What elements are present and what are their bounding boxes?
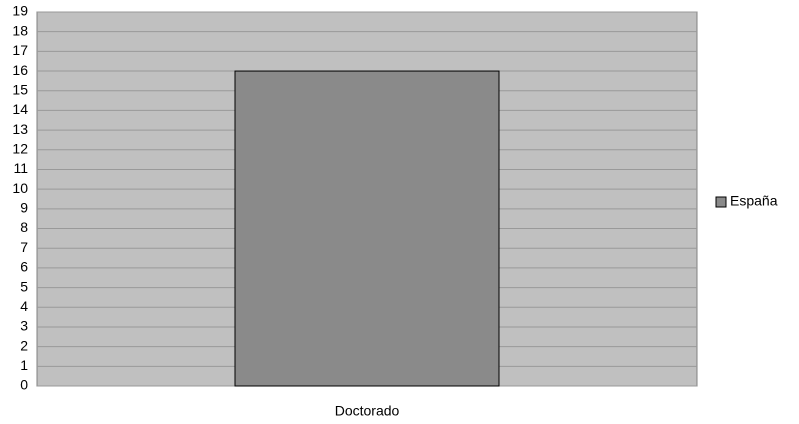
y-tick-label: 15 — [12, 81, 28, 97]
legend-label: España — [730, 193, 778, 209]
x-tick-label: Doctorado — [335, 403, 400, 419]
y-tick-label: 4 — [20, 298, 28, 314]
y-tick-label: 14 — [12, 101, 28, 117]
y-tick-label: 18 — [12, 22, 28, 38]
y-tick-label: 11 — [13, 160, 28, 176]
y-tick-label: 3 — [20, 318, 28, 334]
y-tick-label: 19 — [12, 3, 28, 19]
y-tick-label: 0 — [20, 377, 28, 393]
y-tick-label: 13 — [12, 121, 28, 137]
y-tick-label: 2 — [20, 337, 28, 353]
y-tick-label: 10 — [12, 180, 28, 196]
y-tick-label: 7 — [20, 239, 28, 255]
y-tick-label: 16 — [12, 62, 28, 78]
y-tick-label: 5 — [20, 278, 28, 294]
y-tick-label: 1 — [20, 357, 28, 373]
y-tick-label: 12 — [12, 140, 28, 156]
y-tick-label: 17 — [12, 42, 28, 58]
bar — [234, 70, 500, 387]
y-tick-label: 6 — [20, 259, 28, 275]
legend-swatch — [715, 196, 727, 208]
y-tick-label: 8 — [20, 219, 28, 235]
y-tick-label: 9 — [20, 200, 28, 216]
